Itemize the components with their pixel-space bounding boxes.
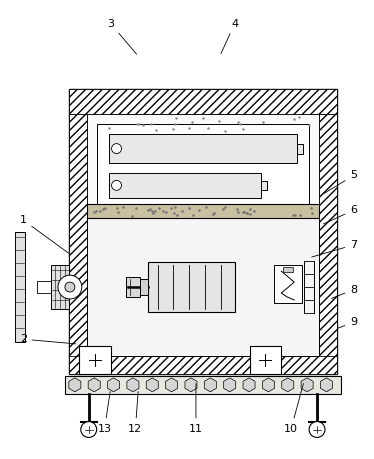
Text: 8: 8 bbox=[331, 285, 357, 298]
Bar bbox=[87, 218, 319, 356]
Bar bbox=[249, 346, 281, 374]
Bar bbox=[126, 277, 140, 297]
Polygon shape bbox=[69, 356, 337, 374]
Circle shape bbox=[309, 421, 325, 437]
Bar bbox=[283, 267, 293, 272]
Text: 3: 3 bbox=[107, 18, 137, 54]
Circle shape bbox=[111, 144, 122, 154]
Polygon shape bbox=[108, 378, 120, 392]
Polygon shape bbox=[146, 378, 158, 392]
Text: 2: 2 bbox=[20, 334, 76, 344]
Bar bbox=[148, 262, 235, 312]
Circle shape bbox=[81, 421, 96, 437]
Bar bbox=[51, 265, 69, 309]
Bar bbox=[37, 281, 51, 293]
Bar bbox=[275, 265, 302, 303]
Text: 10: 10 bbox=[284, 384, 303, 433]
Bar bbox=[140, 279, 148, 295]
Circle shape bbox=[111, 180, 122, 190]
Text: 13: 13 bbox=[98, 392, 111, 433]
Circle shape bbox=[58, 275, 82, 299]
Bar bbox=[79, 346, 111, 374]
Polygon shape bbox=[69, 89, 337, 114]
Bar bbox=[297, 144, 303, 154]
Polygon shape bbox=[185, 378, 197, 392]
Text: 5: 5 bbox=[324, 170, 357, 194]
Polygon shape bbox=[243, 378, 255, 392]
Text: 6: 6 bbox=[324, 205, 357, 224]
Bar bbox=[39, 282, 69, 292]
Text: 12: 12 bbox=[128, 392, 142, 433]
Polygon shape bbox=[204, 378, 216, 392]
Bar bbox=[108, 174, 261, 198]
Polygon shape bbox=[69, 378, 81, 392]
Bar bbox=[96, 124, 309, 346]
Bar bbox=[87, 114, 319, 356]
Polygon shape bbox=[319, 114, 337, 374]
Polygon shape bbox=[282, 378, 294, 392]
Polygon shape bbox=[224, 378, 236, 392]
Polygon shape bbox=[88, 378, 100, 392]
Polygon shape bbox=[166, 378, 178, 392]
Text: 7: 7 bbox=[312, 240, 357, 257]
Text: 9: 9 bbox=[337, 317, 357, 328]
Bar bbox=[65, 376, 341, 394]
Polygon shape bbox=[69, 114, 87, 374]
Text: 1: 1 bbox=[20, 215, 68, 253]
Bar bbox=[261, 181, 267, 190]
Bar bbox=[87, 204, 319, 218]
Polygon shape bbox=[127, 378, 139, 392]
Text: 4: 4 bbox=[221, 18, 238, 54]
Bar bbox=[15, 232, 25, 341]
Polygon shape bbox=[263, 378, 275, 392]
Bar bbox=[69, 89, 337, 374]
Polygon shape bbox=[321, 378, 332, 392]
Circle shape bbox=[65, 282, 75, 292]
Text: 11: 11 bbox=[189, 384, 203, 433]
Polygon shape bbox=[301, 378, 313, 392]
Bar bbox=[108, 134, 297, 163]
